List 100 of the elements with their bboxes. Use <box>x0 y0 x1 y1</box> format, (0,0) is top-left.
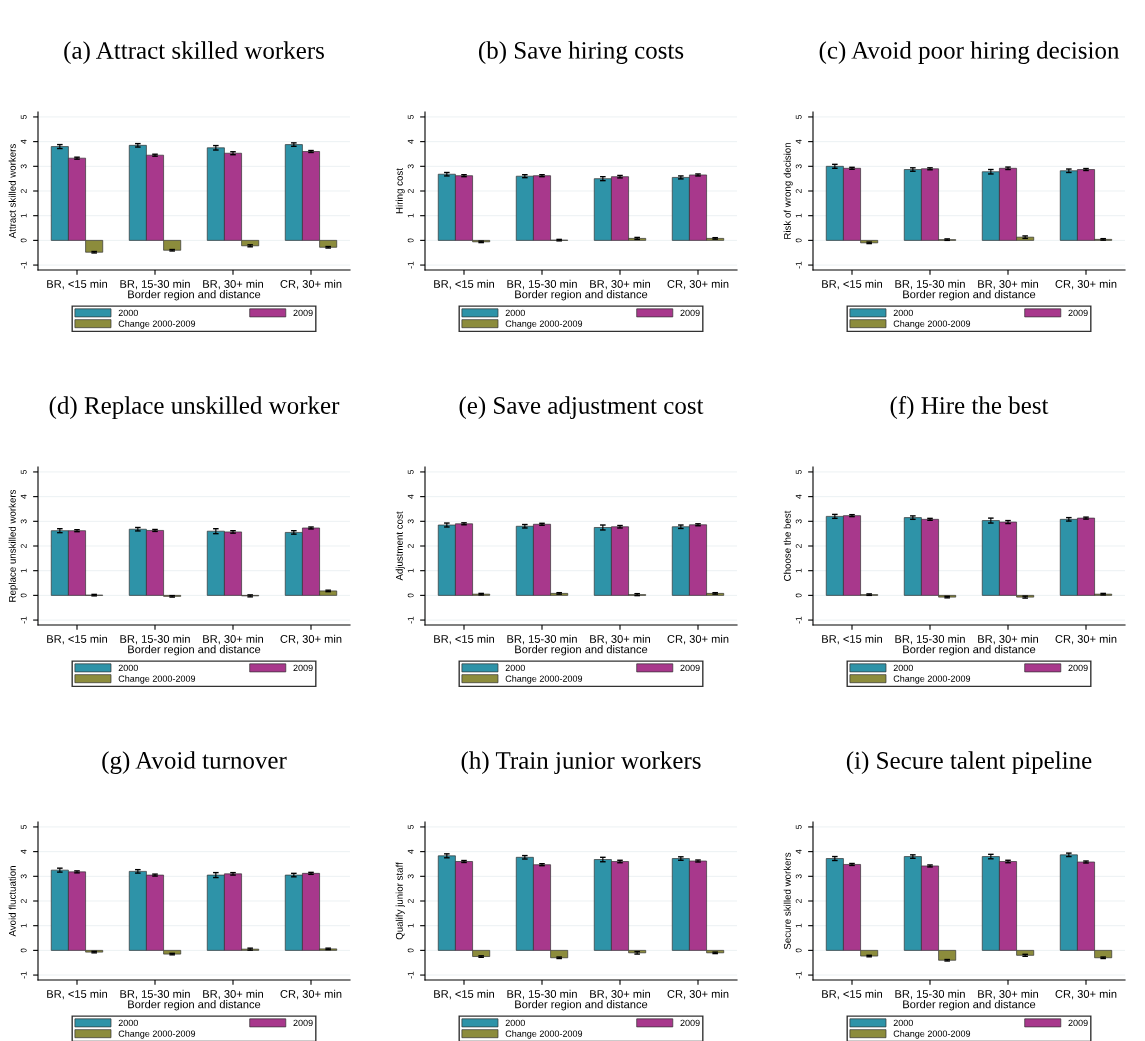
y-tick-label: 5 <box>20 469 27 474</box>
y-tick-label: -1 <box>20 971 27 979</box>
x-axis-title: Border region and distance <box>903 645 1036 656</box>
y-tick-label: 3 <box>20 519 27 524</box>
y-tick-label: 2 <box>795 899 802 903</box>
legend-label: Change 2000-2009 <box>505 675 583 684</box>
y-tick-label: 2 <box>407 899 414 903</box>
x-tick-label: BR, 30+ min <box>978 634 1038 645</box>
x-tick-label: BR, 30+ min <box>203 989 263 1000</box>
legend-label: 2000 <box>118 309 138 317</box>
legend-label: 2009 <box>1068 1019 1088 1027</box>
x-tick-label: BR, <15 min <box>434 279 494 290</box>
legend-label: Change 2000-2009 <box>118 1030 196 1039</box>
y-axis-title: Qualify junior staff <box>395 862 405 940</box>
y-tick-label: 2 <box>20 544 27 548</box>
y-tick-label: -1 <box>795 261 802 269</box>
legend-label: Change 2000-2009 <box>505 320 583 329</box>
y-axis-title: Replace unskilled workers <box>8 489 18 602</box>
y-tick-label: 1 <box>795 923 802 928</box>
y-tick-label: 4 <box>795 139 802 144</box>
y-tick-label: 0 <box>20 948 27 953</box>
y-tick-label: 5 <box>795 824 802 829</box>
y-tick-label: 2 <box>795 189 802 193</box>
y-tick-label: 5 <box>407 824 414 829</box>
x-axis-title: Border region and distance <box>128 290 261 301</box>
y-tick-label: -1 <box>795 971 802 979</box>
y-tick-label: 2 <box>795 544 802 548</box>
legend-label: 2000 <box>505 309 525 317</box>
y-axis-title: Risk of wrong decision <box>783 143 793 239</box>
legend-label: Change 2000-2009 <box>893 675 971 684</box>
y-tick-label: 0 <box>795 948 802 953</box>
x-axis-title: Border region and distance <box>515 645 648 656</box>
legend-label: 2009 <box>1068 664 1088 672</box>
y-tick-label: -1 <box>407 261 414 269</box>
y-tick-label: 1 <box>20 923 27 928</box>
x-tick-label: BR, 15-30 min <box>507 634 577 645</box>
y-tick-label: -1 <box>407 616 414 624</box>
y-tick-label: 3 <box>407 164 414 169</box>
y-tick-label: 2 <box>407 544 414 548</box>
y-tick-label: 0 <box>20 593 27 598</box>
x-tick-label: BR, 30+ min <box>978 279 1038 290</box>
x-tick-label: BR, <15 min <box>822 989 882 1000</box>
y-tick-label: 2 <box>20 899 27 903</box>
legend-label: 2009 <box>293 309 313 317</box>
chart-title: (e) Save adjustment cost <box>459 396 704 419</box>
legend-label: 2009 <box>680 664 700 672</box>
legend-label: Change 2000-2009 <box>893 1030 971 1039</box>
x-tick-label: BR, 15-30 min <box>507 989 577 1000</box>
x-axis-title: Border region and distance <box>515 290 648 301</box>
y-axis-title: Choose the best <box>783 510 791 581</box>
x-axis-title: Border region and distance <box>128 645 261 656</box>
y-tick-label: 3 <box>795 874 802 879</box>
y-tick-label: 1 <box>407 923 414 928</box>
legend-label: 2000 <box>893 309 913 317</box>
y-tick-label: 1 <box>407 213 414 218</box>
x-tick-label: BR, <15 min <box>822 279 882 290</box>
x-tick-label: BR, <15 min <box>47 634 107 645</box>
chart-title: (c) Avoid poor hiring decision <box>819 41 1120 64</box>
x-axis-title: Border region and distance <box>903 290 1036 301</box>
x-tick-label: BR, 30+ min <box>978 989 1038 1000</box>
legend-label: 2000 <box>893 664 913 672</box>
y-tick-label: 1 <box>20 568 27 573</box>
legend-label: 2009 <box>293 664 313 672</box>
y-axis-title: Hiring cost <box>395 168 405 214</box>
y-axis-title: Avoid fluctuation <box>8 866 16 937</box>
y-axis-title: Adjustment cost <box>395 511 405 581</box>
x-axis-title: Border region and distance <box>515 1000 648 1011</box>
x-tick-label: BR, 15-30 min <box>895 279 965 290</box>
y-tick-label: 4 <box>795 849 802 854</box>
x-tick-label: CR, 30+ min <box>1055 989 1117 1000</box>
y-tick-label: 5 <box>407 114 414 119</box>
y-tick-label: -1 <box>20 261 27 269</box>
x-tick-label: BR, <15 min <box>47 989 107 1000</box>
x-tick-label: CR, 30+ min <box>280 634 342 645</box>
chart-title: (g) Avoid turnover <box>102 751 287 774</box>
y-tick-label: -1 <box>407 971 414 979</box>
y-tick-label: 3 <box>20 874 27 879</box>
legend-label: Change 2000-2009 <box>118 675 196 684</box>
x-tick-label: BR, 15-30 min <box>120 279 190 290</box>
x-tick-label: CR, 30+ min <box>1055 634 1117 645</box>
y-tick-label: 2 <box>407 189 414 193</box>
y-tick-label: 4 <box>795 494 802 499</box>
legend-label: 2000 <box>118 664 138 672</box>
legend-label: 2000 <box>893 1019 913 1027</box>
y-tick-label: 5 <box>795 469 802 474</box>
y-tick-label: 5 <box>407 469 414 474</box>
legend-label: 2009 <box>293 1019 313 1027</box>
y-tick-label: 4 <box>407 494 414 499</box>
x-tick-label: BR, <15 min <box>434 634 494 645</box>
x-tick-label: BR, 15-30 min <box>895 634 965 645</box>
legend-label: 2009 <box>680 309 700 317</box>
x-tick-label: BR, 30+ min <box>590 634 650 645</box>
y-axis-title: Secure skilled workers <box>783 852 791 950</box>
y-tick-label: 4 <box>407 139 414 144</box>
y-tick-label: 4 <box>20 494 27 499</box>
y-tick-label: 1 <box>20 213 27 218</box>
x-tick-label: BR, <15 min <box>47 279 107 290</box>
legend-label: 2009 <box>680 1019 700 1027</box>
x-tick-label: BR, 30+ min <box>590 279 650 290</box>
y-tick-label: 0 <box>20 238 27 243</box>
